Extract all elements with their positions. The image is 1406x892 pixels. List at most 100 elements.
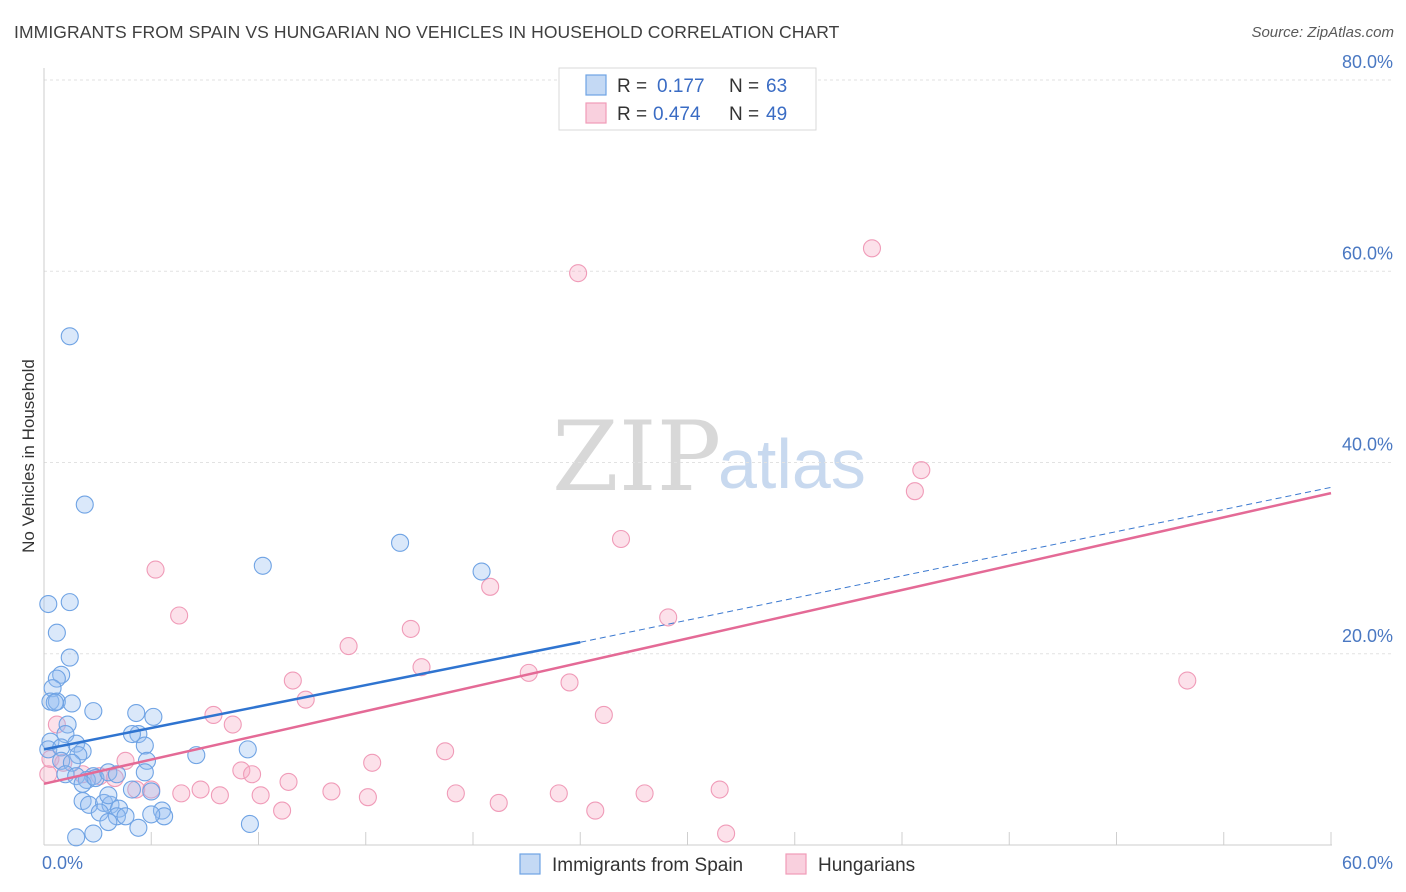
- hungarians-point: [39, 765, 58, 784]
- spain-point: [84, 824, 103, 843]
- spain-point: [135, 763, 154, 782]
- watermark-atlas: atlas: [718, 425, 866, 503]
- spain-point: [62, 753, 81, 772]
- hungarians-point: [191, 780, 210, 799]
- legend-n-label: N =: [729, 76, 759, 97]
- correlation-legend: R = 0.177 N = 63 R = 0.474 N = 49: [558, 67, 817, 131]
- hungarians-point: [146, 560, 165, 579]
- hungarians-point: [279, 772, 298, 791]
- x-tick-marks: [43, 832, 1332, 845]
- hungarians-point: [594, 705, 613, 725]
- spain-point: [79, 795, 99, 814]
- source-credit: Source: ZipAtlas.com: [1251, 24, 1394, 41]
- hungarians-point: [549, 784, 568, 803]
- spain-point: [122, 780, 141, 799]
- hungarians-point: [489, 793, 508, 812]
- bottom-legend-swatch-spain: [519, 853, 541, 875]
- spain-point: [127, 703, 146, 723]
- hungarians-point: [172, 784, 191, 803]
- legend-n-value-hungarians: 49: [766, 104, 787, 125]
- hungarians-point: [412, 658, 431, 677]
- x-tick-label-1: 60.0%: [1342, 853, 1393, 873]
- y-tick-label-3: 80.0%: [1342, 52, 1393, 72]
- hungarians-point: [481, 577, 500, 596]
- spain-point: [69, 746, 88, 765]
- hungarians-point: [232, 761, 251, 780]
- spain-point: [110, 799, 129, 818]
- series-legend: Immigrants from Spain Hungarians: [519, 853, 915, 876]
- hungarians-point: [283, 671, 302, 690]
- spain-point: [240, 814, 259, 834]
- hungarians-point: [710, 780, 729, 799]
- hungarians-point: [127, 780, 146, 799]
- hungarians-trend-line: [43, 491, 1332, 786]
- spain-point: [391, 533, 410, 552]
- hungarians-point: [717, 824, 736, 843]
- spain-point: [238, 740, 257, 759]
- spain-point: [142, 805, 161, 824]
- legend-r-label: R =: [617, 76, 647, 97]
- hungarians-point: [560, 673, 579, 692]
- y-tick-label-0: 20.0%: [1342, 626, 1393, 646]
- hungarians-point: [363, 753, 382, 772]
- hungarians-point: [243, 765, 262, 784]
- y-tick-labels: 20.0% 40.0% 60.0% 80.0%: [1342, 52, 1393, 646]
- spain-trend-line: [43, 641, 581, 751]
- hungarians-point: [446, 784, 465, 803]
- legend-n-label: N =: [729, 104, 759, 125]
- hungarians-point: [635, 784, 654, 803]
- legend-swatch-hungarians: [585, 102, 607, 124]
- gridlines: [44, 79, 1391, 655]
- spain-point: [75, 495, 94, 514]
- bottom-legend-label-hungarians: Hungarians: [818, 855, 915, 876]
- hungarians-point: [223, 715, 242, 734]
- spain-point: [142, 782, 161, 801]
- hungarians-point: [273, 801, 292, 820]
- bottom-legend-swatch-hungarians: [785, 853, 807, 875]
- spain-point: [107, 765, 126, 784]
- hungarians-point: [210, 786, 229, 805]
- hungarians-point: [401, 619, 420, 638]
- spain-point: [253, 556, 272, 575]
- series-hungarians-points: [39, 239, 1197, 843]
- hungarians-point: [251, 786, 270, 805]
- spain-point: [62, 694, 81, 713]
- y-tick-label-1: 40.0%: [1342, 435, 1393, 455]
- y-axis-label: No Vehicles in Household: [19, 359, 38, 553]
- spain-point: [47, 669, 66, 688]
- series-spain-points: [39, 327, 491, 847]
- hungarians-point: [862, 239, 882, 258]
- spain-point: [135, 736, 154, 755]
- hungarians-point: [358, 788, 377, 807]
- hungarians-point: [611, 529, 631, 549]
- chart-title: IMMIGRANTS FROM SPAIN VS HUNGARIAN NO VE…: [14, 22, 840, 42]
- spain-point: [47, 623, 66, 642]
- spain-point: [60, 593, 79, 612]
- y-tick-label-2: 60.0%: [1342, 243, 1393, 263]
- hungarians-point: [296, 690, 315, 709]
- x-tick-label-0: 0.0%: [42, 853, 83, 873]
- spain-point: [116, 807, 135, 826]
- hungarians-point: [905, 482, 924, 501]
- hungarians-point: [659, 608, 678, 627]
- hungarians-point: [569, 264, 588, 283]
- hungarians-point: [339, 637, 358, 656]
- legend-r-value-hungarians: 0.474: [653, 104, 701, 125]
- spain-point: [144, 707, 163, 726]
- hungarians-point: [322, 782, 341, 801]
- hungarians-point: [436, 742, 455, 761]
- legend-r-value-spain: 0.177: [657, 76, 705, 97]
- spain-point: [43, 679, 62, 698]
- spain-point: [60, 327, 79, 346]
- spain-point: [99, 786, 118, 805]
- hungarians-point: [170, 606, 189, 625]
- spain-point: [45, 693, 64, 712]
- spain-point: [129, 818, 148, 837]
- bottom-legend-label-spain: Immigrants from Spain: [552, 855, 743, 876]
- spain-point: [99, 812, 118, 832]
- legend-swatch-spain: [585, 74, 607, 96]
- spain-point: [39, 594, 58, 614]
- legend-r-label: R =: [617, 104, 647, 125]
- hungarians-point: [586, 801, 605, 820]
